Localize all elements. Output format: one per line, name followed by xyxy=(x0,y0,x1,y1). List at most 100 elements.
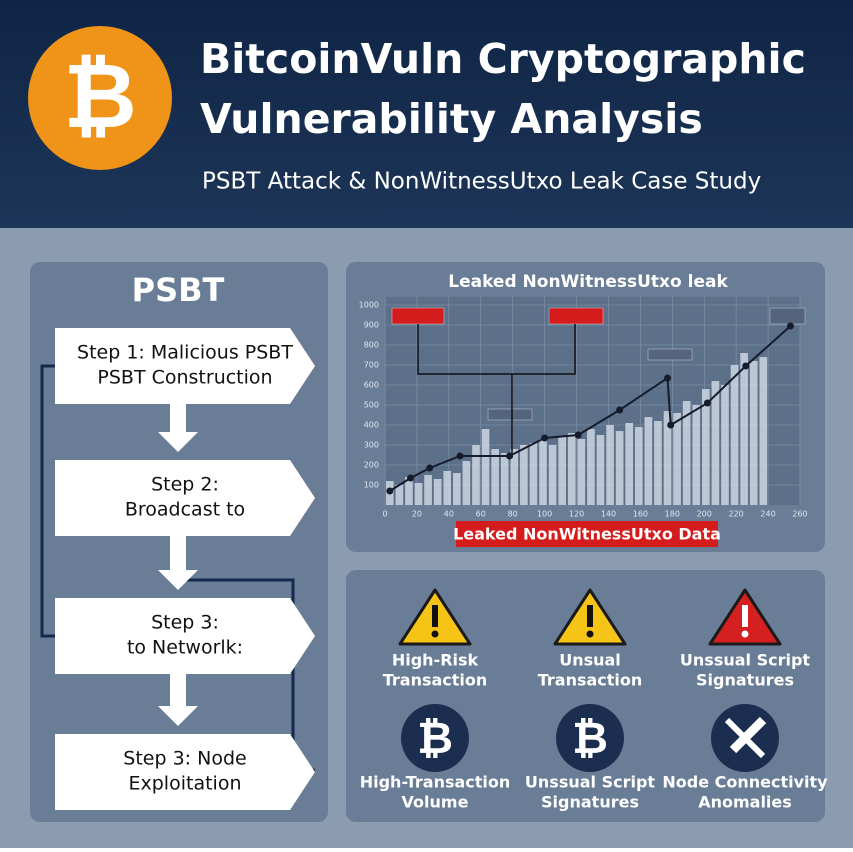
bar xyxy=(491,449,499,505)
line-point xyxy=(456,452,464,460)
bar xyxy=(577,439,586,505)
x-tick-label: 240 xyxy=(760,510,775,519)
caption-box xyxy=(456,521,718,547)
x-tick-label: 40 xyxy=(444,510,454,519)
chart-caption: Leaked NonWitnessUtxo Data xyxy=(453,525,721,544)
indicator-label: Signatures xyxy=(696,671,794,690)
indicator-label: High-Transaction xyxy=(360,773,511,792)
bar xyxy=(740,353,748,505)
step-text: Exploitation xyxy=(129,773,242,795)
indicator-label: Unsual xyxy=(559,651,621,670)
line-point xyxy=(786,322,794,330)
indicator-label: Transaction xyxy=(538,671,643,690)
line-point xyxy=(541,434,549,442)
y-tick-label: 600 xyxy=(364,381,379,390)
step-text: PSBT Construction xyxy=(97,367,272,389)
x-tick-label: 140 xyxy=(601,510,616,519)
x-tick-label: 200 xyxy=(697,510,712,519)
indicator-label: Volume xyxy=(402,793,469,812)
plot: 100 200 300 400 500 600 700 800 900 1000 0 20 40 60 80… xyxy=(359,297,808,519)
warning-mark xyxy=(742,605,748,627)
y-tick-label: 300 xyxy=(364,441,379,450)
icon-circle xyxy=(401,704,469,772)
bar xyxy=(520,445,528,505)
bar xyxy=(606,425,614,505)
bar xyxy=(472,445,480,505)
step-text: Step 1: Malicious PSBT xyxy=(77,342,293,364)
bar xyxy=(625,423,634,505)
bar xyxy=(433,479,442,505)
annotation-box xyxy=(647,348,693,361)
x-tick-label: 0 xyxy=(382,510,387,519)
flow-arrow xyxy=(158,674,198,726)
y-tick-label: 100 xyxy=(364,481,379,490)
bar xyxy=(539,439,547,505)
line-point xyxy=(742,362,750,370)
bar xyxy=(644,417,653,505)
y-tick-label: 700 xyxy=(364,361,379,370)
annotation-connector xyxy=(417,324,576,375)
bar xyxy=(634,427,643,505)
line-point xyxy=(506,452,513,460)
bar xyxy=(587,429,595,505)
bar xyxy=(510,449,519,505)
bar xyxy=(414,483,423,505)
bar xyxy=(558,437,567,505)
icon-tool xyxy=(729,716,767,754)
bar xyxy=(711,381,720,505)
indicator-label: Anomalies xyxy=(698,793,792,812)
indicator-label: Unssual Script xyxy=(680,651,811,670)
bar xyxy=(749,361,758,505)
bar xyxy=(615,431,624,505)
line-point xyxy=(426,464,434,472)
icon-circle xyxy=(556,704,624,772)
y-tick-label: 200 xyxy=(364,461,379,470)
indicator-label: Transaction xyxy=(383,671,488,690)
bar xyxy=(548,445,557,505)
x-tick-label: 120 xyxy=(569,510,584,519)
line-point xyxy=(703,399,711,407)
bar xyxy=(596,435,605,505)
indicator-label: High-Risk xyxy=(392,651,479,670)
step-text: Step 3: xyxy=(151,612,219,634)
title: Vulnerability Analysis xyxy=(200,95,703,143)
flow-arrow xyxy=(158,536,198,590)
step-box xyxy=(55,734,315,810)
bar xyxy=(567,433,576,505)
x-tick-label: 20 xyxy=(412,510,422,519)
line-point xyxy=(386,487,394,495)
line-point xyxy=(667,421,675,429)
line-point xyxy=(664,374,672,382)
bar xyxy=(673,413,681,505)
x-tick-label: 220 xyxy=(729,510,744,519)
bar xyxy=(462,461,471,505)
warning-mark xyxy=(741,630,749,638)
indicator-label: Signatures xyxy=(541,793,639,812)
step-box xyxy=(55,328,315,404)
y-tick-label: 800 xyxy=(364,341,379,350)
x-tick-label: 180 xyxy=(665,510,680,519)
bar xyxy=(424,475,432,505)
warning-mark xyxy=(587,605,593,627)
bar xyxy=(682,401,691,505)
indicator-label: Node Connectivity xyxy=(662,773,828,792)
bar xyxy=(663,411,672,505)
step-text: to Networlk: xyxy=(127,637,243,659)
x-tick-label: 80 xyxy=(508,510,518,519)
step-box xyxy=(55,460,315,536)
icon-symbol: ₿ xyxy=(572,713,608,764)
logo xyxy=(28,26,172,170)
annotation-box xyxy=(391,307,445,325)
icon-symbol: ₿ xyxy=(417,713,453,764)
step-box xyxy=(55,598,315,674)
warning-mark xyxy=(586,630,594,638)
y-tick-label: 900 xyxy=(364,321,379,330)
annotation-box xyxy=(548,307,604,325)
subtitle: PSBT Attack & NonWitnessUtxo Leak Case S… xyxy=(202,169,761,195)
x-tick-label: 160 xyxy=(633,510,648,519)
step-text: Step 2: xyxy=(151,474,219,496)
warning-mark xyxy=(431,630,439,638)
bar xyxy=(405,477,413,505)
bar xyxy=(443,471,452,505)
